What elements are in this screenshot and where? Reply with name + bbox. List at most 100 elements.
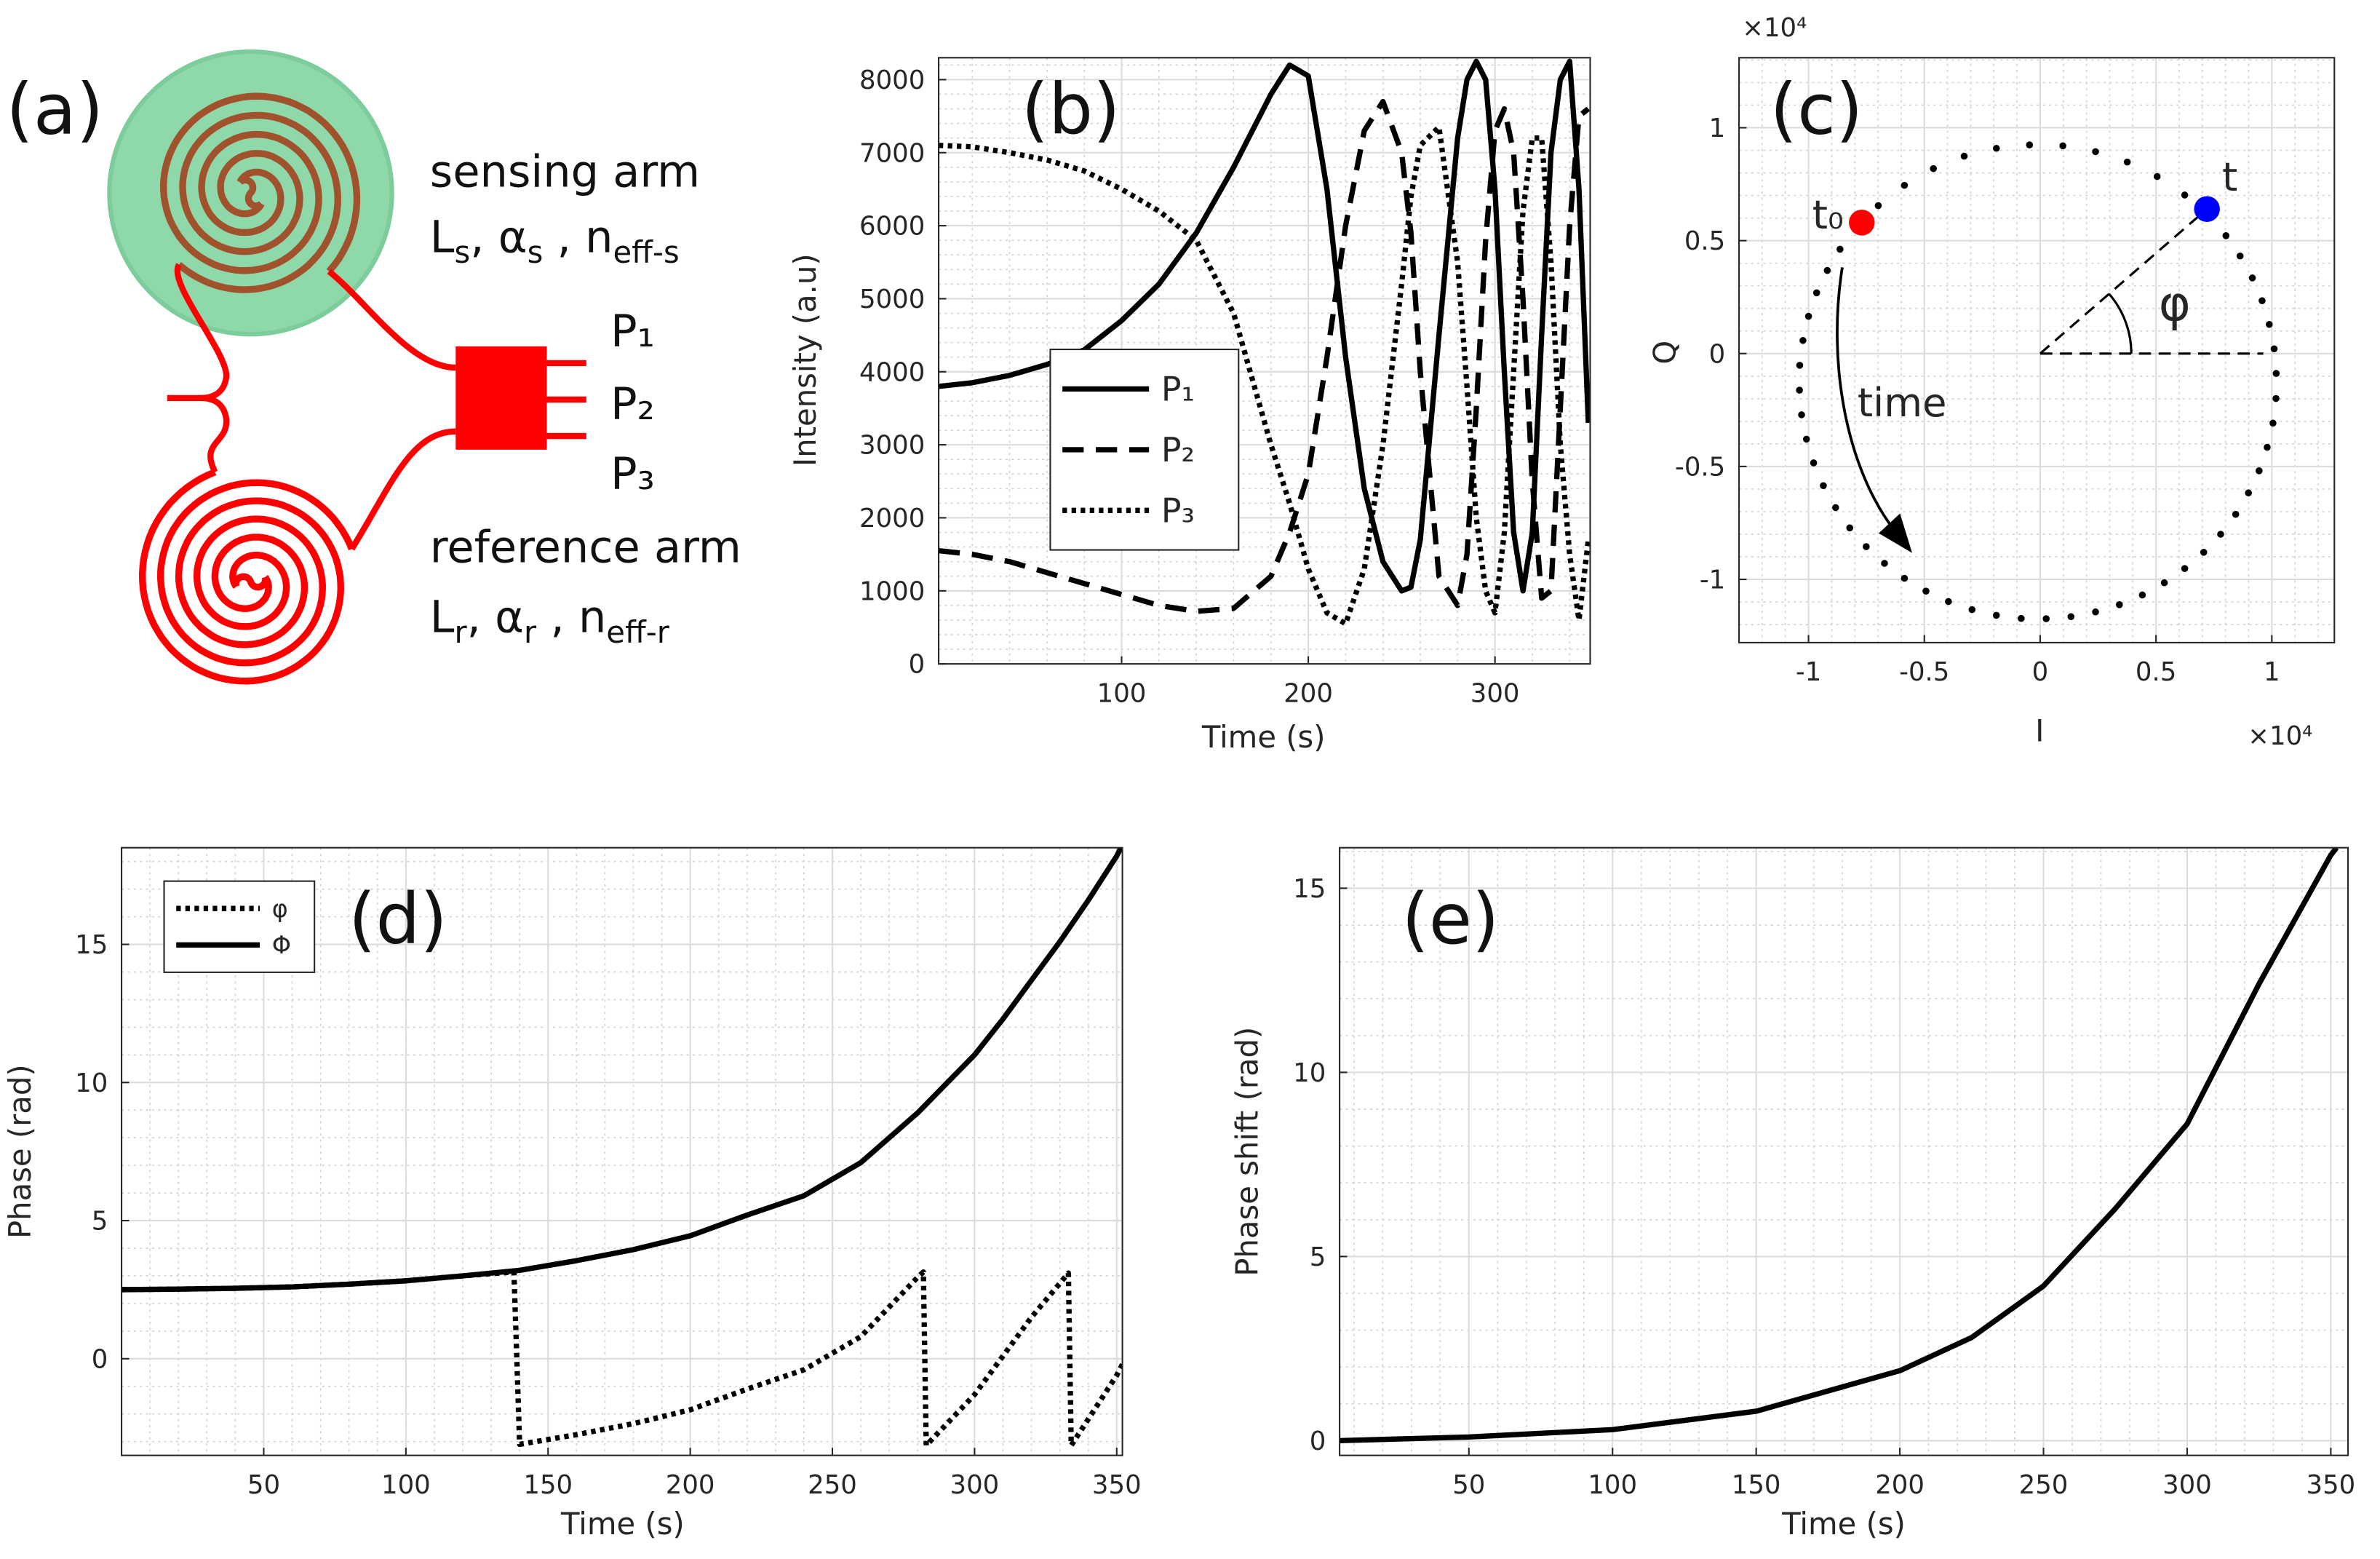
time-arrow: [1836, 267, 1904, 542]
param-subscript: s: [455, 234, 471, 270]
plot-content: [122, 847, 1123, 1448]
x-exponent: ×10⁴: [2248, 721, 2312, 751]
spiral-arm: [177, 111, 342, 293]
param-subscript: r: [524, 614, 537, 650]
scatter-point: [1901, 181, 1909, 189]
marker: [1849, 210, 1875, 236]
plot-area: [1340, 847, 2349, 1456]
x-axis-label: I: [2035, 713, 2044, 749]
scatter-point: [1810, 459, 1818, 467]
spiral-center: [237, 176, 264, 210]
scatter-point: [1874, 202, 1882, 210]
scatter-point: [2181, 191, 2189, 199]
y-axis-label: Phase (rad): [2, 1064, 38, 1239]
scatter-point: [2026, 141, 2034, 148]
y-tick-label: 8000: [859, 66, 925, 95]
y-tick-label: 1000: [859, 576, 925, 606]
scatter-point: [2138, 591, 2146, 599]
scatter-point: [2248, 274, 2256, 282]
y-exponent: ×10⁴: [1742, 13, 1807, 43]
scatter-point: [2264, 443, 2271, 451]
plot-content: [939, 58, 1591, 627]
scatter-point: [2236, 252, 2244, 260]
chart-panel: 50 100 150 200 250 300 350 0 5 10 15 (d) Time (s) Pha…: [2, 846, 1142, 1542]
scatter-point: [1820, 482, 1827, 490]
y-tick-label: 0: [1709, 339, 1726, 369]
y-tick-label: 0.5: [1684, 226, 1725, 256]
x-tick-label: 250: [808, 1470, 857, 1500]
plot-content: [1340, 847, 2339, 1444]
scatter-point: [1836, 245, 1844, 253]
y-tick-label: 5: [1310, 1242, 1326, 1272]
port-label: P₁: [610, 306, 655, 357]
scatter-point: [1881, 560, 1888, 567]
y-tick-label: 15: [75, 930, 108, 960]
scatter-point: [2217, 531, 2224, 538]
y-axis-label: Phase shift (rad): [1229, 1027, 1265, 1277]
scatter-point: [2160, 579, 2168, 587]
coupler-pins: [546, 360, 586, 440]
legend-label: P₁: [1161, 369, 1195, 408]
x-tick-label: 200: [1283, 678, 1333, 708]
arrow-label: time: [1858, 380, 1947, 426]
x-tick-label: 300: [1470, 678, 1520, 708]
port-label: P₂: [610, 379, 655, 430]
scatter-point: [1798, 411, 1805, 418]
scatter-point: [1960, 152, 1968, 160]
x-tick-label: 150: [523, 1470, 573, 1500]
scatter-point: [1796, 386, 1803, 394]
y-tick-label: 0: [1310, 1427, 1326, 1456]
x-axis-label: Time (s): [1201, 719, 1326, 755]
spiral-arm: [159, 92, 361, 274]
x-tick-label: 150: [1732, 1470, 1781, 1500]
scatter-point: [1823, 266, 1831, 274]
scatter-point: [2222, 232, 2230, 239]
scatter-point: [1901, 574, 1909, 582]
scatter-point: [2092, 148, 2099, 156]
series-line: [122, 1269, 1123, 1448]
sensing-label: sensing arm: [430, 147, 700, 198]
y-tick-label: 5000: [859, 285, 925, 314]
legend-label: φ: [272, 894, 288, 923]
scatter-point: [1804, 312, 1812, 320]
waveguide: [349, 428, 456, 551]
x-tick-label: 250: [2019, 1470, 2069, 1500]
scatter-point: [2018, 614, 2025, 622]
scatter-point: [2181, 565, 2189, 572]
param-text: , α: [470, 212, 527, 263]
y-tick-label: 15: [1293, 874, 1326, 904]
param-text: L: [430, 212, 455, 263]
scatter-point: [1922, 587, 1930, 595]
scatter-point: [1992, 611, 2000, 619]
panel-label: (b): [1022, 69, 1121, 151]
scatter-point: [1799, 336, 1807, 344]
axes-box: [121, 846, 1123, 1456]
legend-box: [163, 880, 316, 973]
axes-box: [1339, 846, 2349, 1456]
waveguide: [327, 269, 456, 371]
x-tick-label: 350: [1092, 1470, 1142, 1500]
scatter-point: [2245, 489, 2252, 497]
scatter-point: [1968, 606, 1976, 614]
scatter-point: [1930, 164, 1937, 172]
angle-arc: [2108, 293, 2133, 354]
legend-label: P₂: [1161, 430, 1195, 469]
scatter-point: [2272, 370, 2280, 377]
x-tick-label: 1: [2264, 657, 2280, 687]
scatter-point: [2256, 467, 2263, 475]
x-tick-label: 200: [666, 1470, 715, 1500]
scatter-point: [2232, 510, 2240, 518]
x-tick-label: 100: [1097, 678, 1147, 708]
y-axis-label: Q: [1647, 341, 1682, 365]
coupler: [455, 346, 547, 450]
scatter-point: [2123, 158, 2131, 166]
panel-label: (d): [349, 878, 447, 960]
marker: [2194, 196, 2220, 222]
scatter-point: [2200, 549, 2208, 556]
y-tick-label: 0: [92, 1344, 108, 1374]
param-text: , n: [536, 592, 606, 643]
x-tick-label: -0.5: [1899, 657, 1949, 687]
arrow-head: [1879, 513, 1913, 553]
param-text: , n: [543, 212, 613, 263]
